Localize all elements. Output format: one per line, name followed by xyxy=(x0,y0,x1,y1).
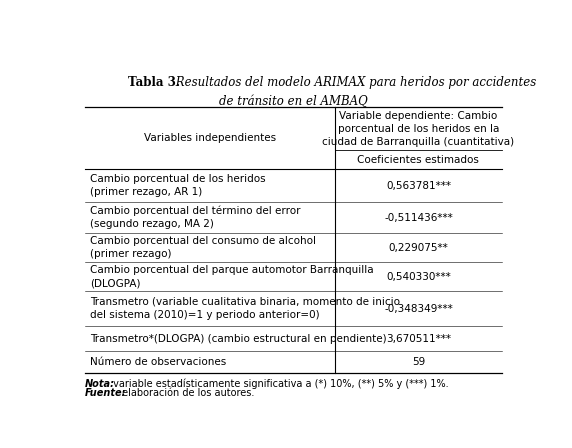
Text: Cambio porcentual del término del error
(segundo rezago, MA 2): Cambio porcentual del término del error … xyxy=(90,206,301,229)
Text: Tabla 3.: Tabla 3. xyxy=(128,76,180,89)
Text: 3,670511***: 3,670511*** xyxy=(386,334,451,344)
Text: Cambio porcentual de los heridos
(primer rezago, AR 1): Cambio porcentual de los heridos (primer… xyxy=(90,174,266,197)
Text: Coeficientes estimados: Coeficientes estimados xyxy=(358,155,479,165)
Text: -0,511436***: -0,511436*** xyxy=(384,213,453,223)
Text: Cambio porcentual del parque automotor Barranquilla
(DLOGPA): Cambio porcentual del parque automotor B… xyxy=(90,265,374,288)
Text: 0,563781***: 0,563781*** xyxy=(386,181,451,191)
Text: Transmetro*(DLOGPA) (cambio estructural en pendiente): Transmetro*(DLOGPA) (cambio estructural … xyxy=(90,334,387,344)
Text: Cambio porcentual del consumo de alcohol
(primer rezago): Cambio porcentual del consumo de alcohol… xyxy=(90,236,316,259)
Text: variable estadísticamente significativa a (*) 10%, (**) 5% y (***) 1%.: variable estadísticamente significativa … xyxy=(110,379,448,389)
Text: Nota:: Nota: xyxy=(85,379,115,389)
Text: elaboración de los autores.: elaboración de los autores. xyxy=(118,388,254,398)
Text: Variable dependiente: Cambio
porcentual de los heridos en la
ciudad de Barranqui: Variable dependiente: Cambio porcentual … xyxy=(322,111,514,147)
Text: Variables independientes: Variables independientes xyxy=(144,133,276,143)
Text: de tránsito en el AMBAQ: de tránsito en el AMBAQ xyxy=(219,95,368,108)
Text: -0,348349***: -0,348349*** xyxy=(384,303,453,314)
Text: Número de observaciones: Número de observaciones xyxy=(90,357,227,367)
Text: 0,229075**: 0,229075** xyxy=(388,243,448,253)
Text: 0,540330***: 0,540330*** xyxy=(386,271,451,282)
Text: Fuente:: Fuente: xyxy=(85,388,126,398)
Text: Transmetro (variable cualitativa binaria, momento de inicio
del sistema (2010)=1: Transmetro (variable cualitativa binaria… xyxy=(90,297,400,320)
Text: Resultados del modelo ARIMAX para heridos por accidentes: Resultados del modelo ARIMAX para herido… xyxy=(172,76,536,89)
Text: 59: 59 xyxy=(412,357,425,367)
